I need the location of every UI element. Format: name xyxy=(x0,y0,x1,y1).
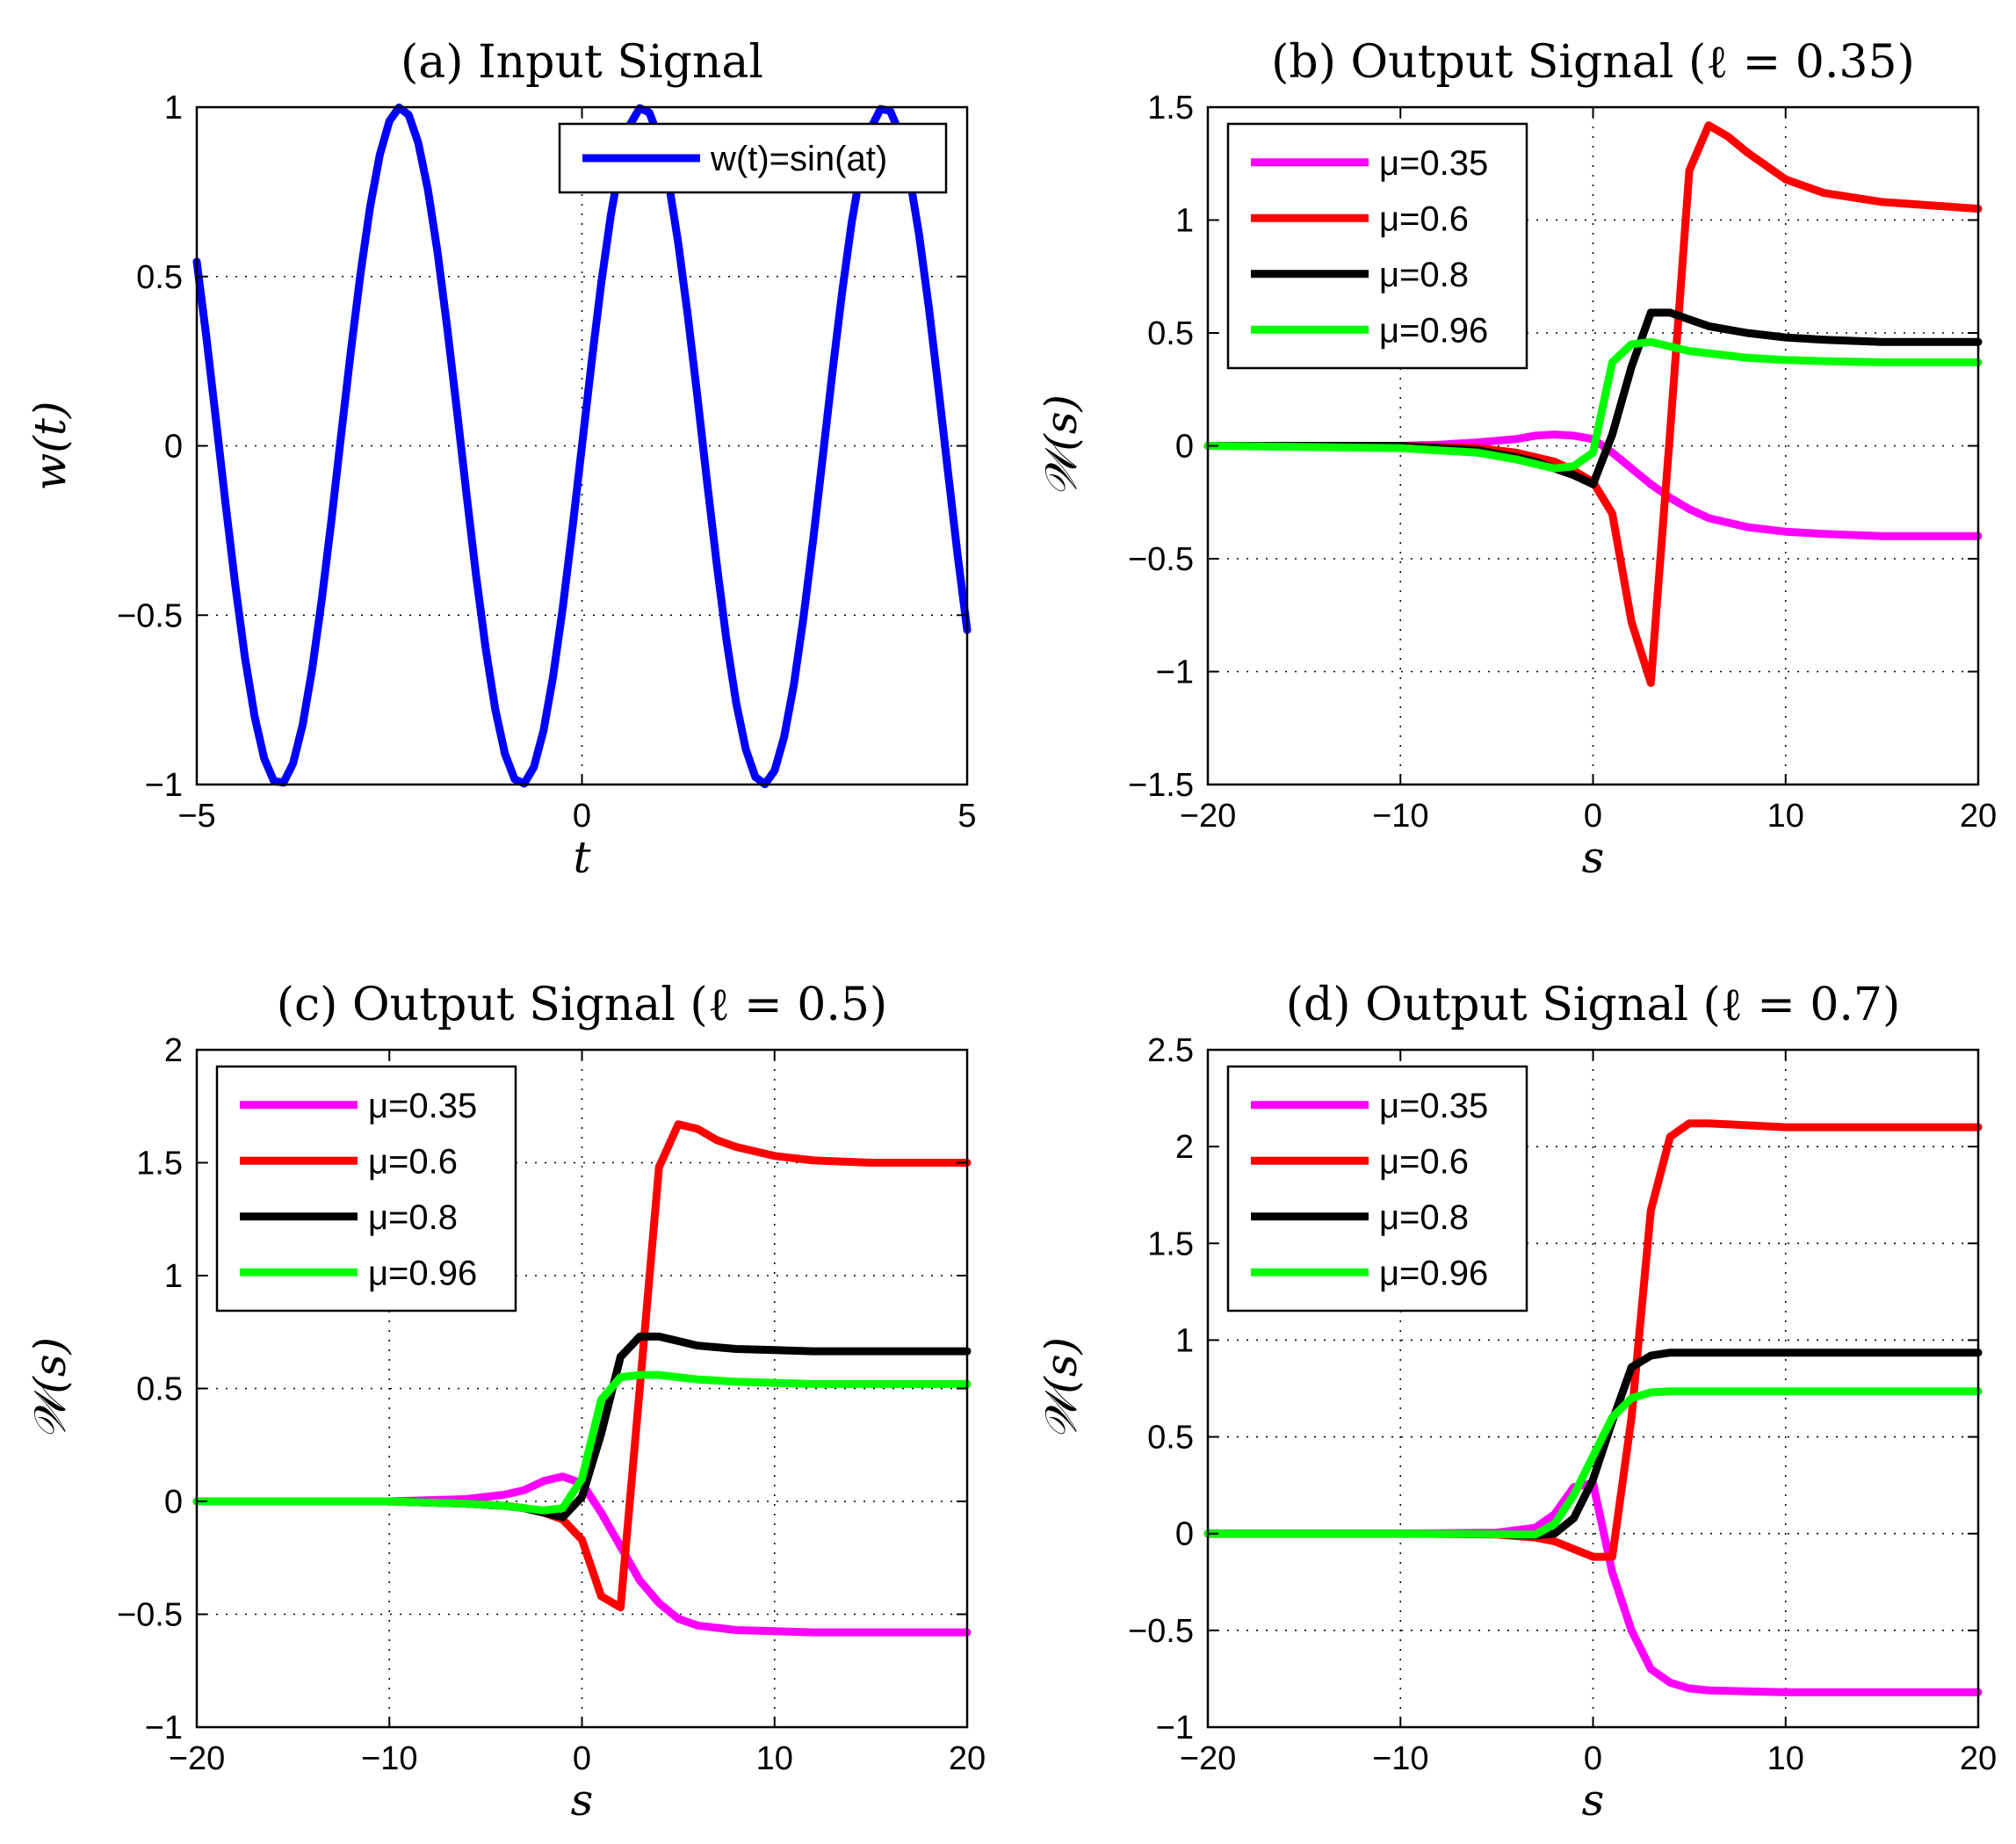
x-tick-label: 0 xyxy=(573,1740,591,1777)
legend-label: w(t)=sin(at) xyxy=(710,140,887,178)
y-tick-label: 2 xyxy=(1175,1129,1194,1166)
series-line-red xyxy=(1203,121,1983,687)
x-axis-label: s xyxy=(1582,1775,1605,1826)
y-tick-label: 1.5 xyxy=(1147,1226,1194,1262)
y-tick-label: 1 xyxy=(1175,1322,1194,1359)
series-line-blue xyxy=(192,103,972,789)
y-tick-label: 1 xyxy=(164,1258,183,1295)
series-line-magenta xyxy=(192,1472,972,1637)
legend-label: μ=0.96 xyxy=(368,1254,477,1292)
y-tick-label: 1.5 xyxy=(136,1146,183,1182)
x-tick-label: 10 xyxy=(1767,798,1804,835)
x-tick-label: 0 xyxy=(1584,1740,1602,1777)
x-tick-label: 20 xyxy=(949,1740,986,1777)
legend-label: μ=0.35 xyxy=(368,1087,477,1125)
y-tick-label: 1 xyxy=(1175,203,1194,240)
chart-panel-c: −20 −10 0 10 20 −1 −0.5 0 0.5 1 1.5 2 (c) Output Sig… xyxy=(25,979,986,1826)
y-tick-label: −0.5 xyxy=(117,597,183,634)
series-line-green xyxy=(1203,337,1983,473)
y-tick-label: 0 xyxy=(164,1484,183,1521)
y-tick-label: 2.5 xyxy=(1147,1032,1194,1069)
y-tick-label: −1.5 xyxy=(1128,767,1194,804)
y-axis-label: 𝒲(s) xyxy=(25,1337,76,1440)
legend-label: μ=0.35 xyxy=(1379,144,1488,183)
chart-title: (b) Output Signal (ℓ = 0.35) xyxy=(1271,36,1915,89)
chart-panel-d: −20 −10 0 10 20 −1 −0.5 0 0.5 1 1.5 2 2.5 (d) Output … xyxy=(1036,979,1997,1826)
chart-panel-a: −5 0 5 −1 −0.5 0 0.5 1 (a) Input Signal t w(t) w(t)… xyxy=(25,36,977,883)
y-tick-label: −1 xyxy=(145,767,183,804)
y-tick-label: −0.5 xyxy=(1128,1613,1194,1650)
y-axis-label: 𝒲(s) xyxy=(1036,1337,1087,1440)
x-tick-label: 0 xyxy=(1584,798,1602,835)
legend-label: μ=0.8 xyxy=(1379,256,1469,294)
y-tick-label: 0 xyxy=(1175,429,1194,466)
chart-panel-b: −20 −10 0 10 20 −1.5 −1 −0.5 0 0.5 1 1.5 (b) Output … xyxy=(1036,36,1997,883)
legend: μ=0.35 μ=0.6 μ=0.8 μ=0.96 xyxy=(1226,1065,1528,1312)
y-tick-label: 0.5 xyxy=(136,259,183,296)
x-tick-label: −20 xyxy=(1180,798,1236,835)
x-tick-label: 5 xyxy=(957,798,976,835)
chart-title: (c) Output Signal (ℓ = 0.5) xyxy=(277,979,887,1031)
x-tick-label: −20 xyxy=(169,1740,225,1777)
y-tick-label: −0.5 xyxy=(117,1597,183,1634)
x-tick-label: 0 xyxy=(573,798,591,835)
legend-label: μ=0.96 xyxy=(1379,311,1488,350)
legend-label: μ=0.6 xyxy=(1379,1142,1469,1181)
x-tick-label: −20 xyxy=(1180,1740,1236,1777)
y-axis-label: 𝒲(s) xyxy=(1036,394,1087,497)
chart-title: (a) Input Signal xyxy=(401,36,763,89)
y-tick-label: 1.5 xyxy=(1147,90,1194,127)
legend-box xyxy=(558,122,948,194)
x-tick-label: −10 xyxy=(1372,1740,1428,1777)
legend: w(t)=sin(at) xyxy=(558,122,948,194)
y-axis-label: w(t) xyxy=(25,401,76,491)
y-tick-label: −1 xyxy=(145,1710,183,1746)
legend-label: μ=0.96 xyxy=(1379,1254,1488,1292)
legend: μ=0.35 μ=0.6 μ=0.8 μ=0.96 xyxy=(1226,122,1528,370)
x-tick-label: 20 xyxy=(1960,798,1997,835)
x-tick-label: −10 xyxy=(361,1740,417,1777)
x-tick-label: −5 xyxy=(177,798,215,835)
legend-label: μ=0.8 xyxy=(368,1198,458,1237)
x-tick-label: 10 xyxy=(756,1740,793,1777)
x-axis-label: t xyxy=(573,832,591,883)
legend-label: μ=0.8 xyxy=(1379,1198,1469,1237)
legend-label: μ=0.6 xyxy=(1379,199,1469,238)
y-tick-label: 0.5 xyxy=(1147,1420,1194,1457)
series-line-magenta xyxy=(1203,430,1983,540)
y-tick-label: 0.5 xyxy=(136,1371,183,1408)
chart-title: (d) Output Signal (ℓ = 0.7) xyxy=(1286,979,1901,1031)
y-tick-label: −0.5 xyxy=(1128,541,1194,578)
legend-label: μ=0.35 xyxy=(1379,1087,1488,1125)
x-tick-label: 10 xyxy=(1767,1740,1804,1777)
x-tick-label: −10 xyxy=(1372,798,1428,835)
y-tick-label: 0 xyxy=(1175,1516,1194,1553)
series-line-green xyxy=(1203,1387,1983,1539)
y-tick-label: 2 xyxy=(164,1032,183,1069)
x-axis-label: s xyxy=(1582,832,1605,883)
y-tick-label: 1 xyxy=(164,90,183,127)
series-line-magenta xyxy=(1203,1479,1983,1696)
x-tick-label: 20 xyxy=(1960,1740,1997,1777)
series-line-green xyxy=(192,1370,972,1515)
legend: μ=0.35 μ=0.6 μ=0.8 μ=0.96 xyxy=(215,1065,517,1312)
legend-label: μ=0.6 xyxy=(368,1142,458,1181)
y-tick-label: −1 xyxy=(1156,1710,1194,1746)
y-tick-label: 0 xyxy=(164,429,183,466)
y-tick-label: −1 xyxy=(1156,654,1194,691)
y-tick-label: 0.5 xyxy=(1147,315,1194,352)
x-axis-label: s xyxy=(571,1775,594,1826)
